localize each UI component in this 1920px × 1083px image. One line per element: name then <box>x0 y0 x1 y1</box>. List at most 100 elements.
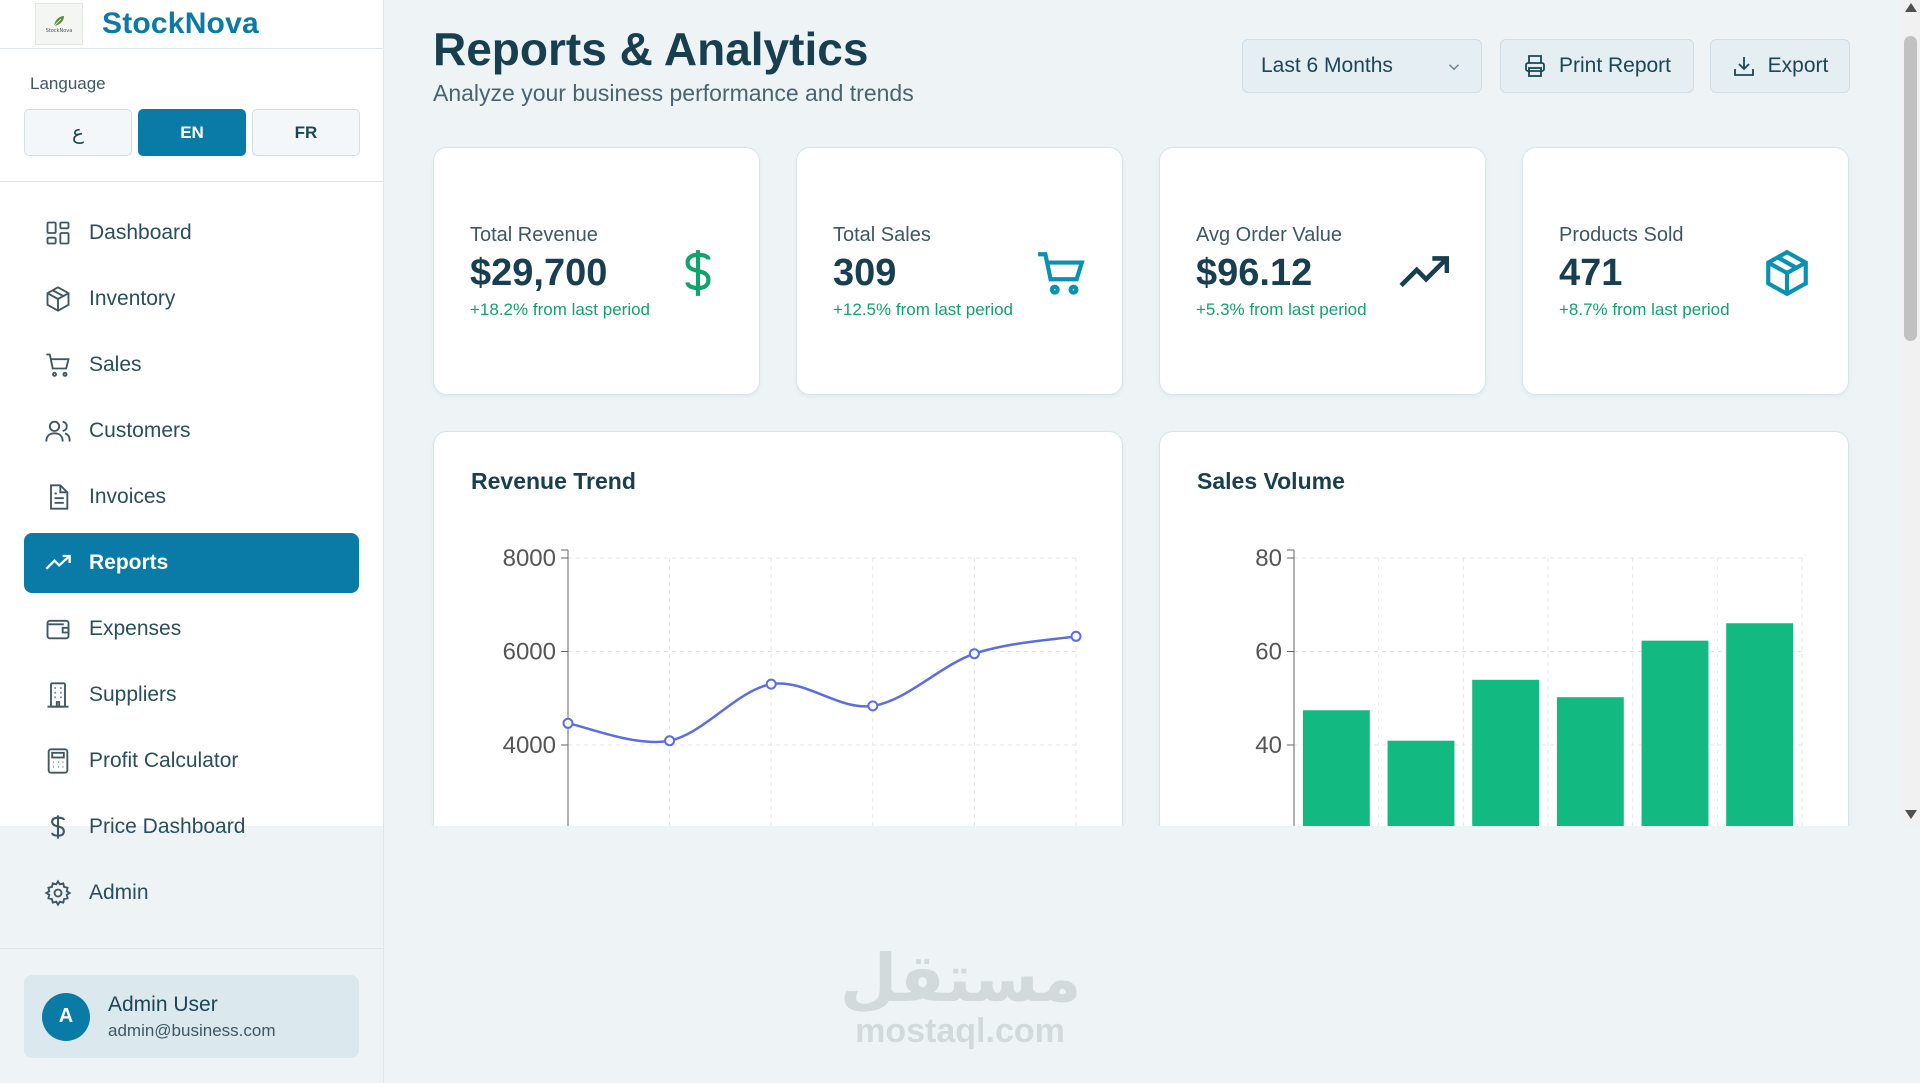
stat-change: +12.5% from last period <box>833 300 1014 319</box>
avatar: A <box>42 992 90 1041</box>
building-icon <box>43 680 73 710</box>
brand-name: StockNova <box>102 7 259 40</box>
sidebar-item-sales[interactable]: Sales <box>24 335 359 395</box>
stat-card-total-sales: Total Sales 309 +12.5% from last period <box>796 147 1123 395</box>
stat-change: +8.7% from last period <box>1559 300 1730 319</box>
data-point <box>664 735 676 747</box>
chevron-down-icon <box>1448 64 1460 71</box>
scrollbar-thumb[interactable] <box>1904 36 1917 341</box>
printer-icon <box>1525 55 1545 77</box>
cart-icon <box>43 350 73 380</box>
sidebar-item-inventory[interactable]: Inventory <box>24 269 359 329</box>
print-report-label: Print Report <box>1558 54 1672 77</box>
sidebar-item-label: Price Dashboard <box>89 815 246 838</box>
dollar-icon <box>685 250 711 296</box>
scroll-up-arrow-icon[interactable] <box>1905 3 1917 12</box>
user-profile-card[interactable]: A Admin User admin@business.com <box>24 975 359 1058</box>
sales-volume-chart: 80 60 40 20 <box>1255 545 1803 827</box>
sidebar-item-profit-calculator[interactable]: Profit Calculator <box>24 731 359 791</box>
series-line <box>567 635 1077 744</box>
sidebar-item-admin[interactable]: Admin <box>24 863 359 923</box>
tick-label: 80 <box>1255 545 1282 572</box>
language-button-arabic[interactable]: ع <box>24 109 132 156</box>
stat-label: Total Revenue <box>470 224 598 246</box>
sidebar-item-label: Inventory <box>89 287 176 310</box>
cart-icon <box>1038 252 1085 295</box>
sidebar-item-dashboard[interactable]: Dashboard <box>24 203 359 263</box>
brand-logo-text: StockNova <box>45 28 73 34</box>
dashboard-icon <box>43 218 73 248</box>
gear-icon <box>43 878 73 908</box>
box-icon <box>43 284 73 314</box>
language-button-french[interactable]: FR <box>252 109 360 156</box>
stat-value: $29,700 <box>470 252 608 294</box>
data-point <box>1070 630 1082 642</box>
stat-label: Products Sold <box>1559 224 1684 246</box>
stat-value: 471 <box>1559 252 1623 294</box>
sidebar-item-invoices[interactable]: Invoices <box>24 467 359 527</box>
box-icon <box>1766 249 1808 297</box>
period-select-value: Last 6 Months <box>1261 54 1393 77</box>
sidebar-item-reports[interactable]: Reports <box>24 533 359 593</box>
sidebar-item-customers[interactable]: Customers <box>24 401 359 461</box>
bar <box>1641 640 1709 826</box>
stat-label: Avg Order Value <box>1196 224 1343 246</box>
trending-up-icon <box>1399 256 1449 288</box>
watermark: مستقل mostaql.com <box>840 946 1081 1051</box>
bar <box>1556 697 1624 826</box>
stat-label: Total Sales <box>833 224 931 246</box>
export-button[interactable]: Export <box>1710 39 1850 93</box>
export-label: Export <box>1767 54 1829 77</box>
download-icon <box>1733 57 1754 76</box>
sidebar-item-label: Sales <box>89 353 142 376</box>
scrollbar[interactable] <box>1901 0 1920 826</box>
stat-card-avg-order-value: Avg Order Value $96.12 +5.3% from last p… <box>1159 147 1486 395</box>
sidebar-item-suppliers[interactable]: Suppliers <box>24 665 359 725</box>
tick-label: 20 <box>1255 826 1282 827</box>
sales-volume-card: Sales Volume 80 60 40 20 <box>1159 431 1849 826</box>
print-report-button[interactable]: Print Report <box>1500 39 1694 93</box>
divider <box>0 948 384 949</box>
main-content: Reports & Analytics Analyze your busines… <box>385 0 1920 826</box>
sidebar: StockNova StockNova Language ع EN FR Das… <box>0 0 384 1083</box>
dollar-icon <box>43 812 73 842</box>
brand-logo[interactable]: StockNova <box>35 3 83 45</box>
revenue-trend-chart: 8000 6000 4000 2000 <box>503 545 1082 827</box>
sidebar-item-label: Admin <box>89 881 149 904</box>
bar <box>1387 740 1455 826</box>
chart-title: Revenue Trend <box>471 468 636 494</box>
bar <box>1726 623 1794 826</box>
language-button-english[interactable]: EN <box>138 109 246 156</box>
data-point <box>968 648 980 660</box>
revenue-trend-card: Revenue Trend 8000 6000 4000 2000 <box>433 431 1123 826</box>
sidebar-panel: StockNova StockNova Language ع EN FR Das… <box>0 0 384 907</box>
calculator-icon <box>43 746 73 776</box>
sidebar-item-label: Customers <box>89 419 191 442</box>
stat-card-total-revenue: Total Revenue $29,700 +18.2% from last p… <box>433 147 760 395</box>
tick-label: 2000 <box>503 826 556 827</box>
data-point <box>765 678 777 690</box>
tick-label: 8000 <box>503 545 556 572</box>
brand-header: StockNova StockNova <box>0 0 384 49</box>
stat-change: +5.3% from last period <box>1196 300 1367 319</box>
scroll-down-arrow-icon[interactable] <box>1905 810 1917 819</box>
period-select[interactable]: Last 6 Months <box>1242 39 1482 93</box>
sidebar-item-label: Expenses <box>89 617 182 640</box>
bar <box>1302 710 1370 826</box>
data-point <box>867 700 879 712</box>
leaf-icon <box>53 16 64 27</box>
page-subtitle: Analyze your business performance and tr… <box>433 80 914 106</box>
sidebar-item-expenses[interactable]: Expenses <box>24 599 359 659</box>
user-info: Admin User admin@business.com <box>108 993 276 1041</box>
sidebar-item-price-dashboard[interactable]: Price Dashboard <box>24 797 359 857</box>
wallet-icon <box>43 614 73 644</box>
tick-label: 40 <box>1255 732 1282 759</box>
tick-label: 4000 <box>503 732 556 759</box>
sidebar-item-label: Profit Calculator <box>89 749 239 772</box>
users-icon <box>43 416 73 446</box>
tick-label: 6000 <box>503 639 556 666</box>
language-label: Language <box>30 74 106 93</box>
chart-title: Sales Volume <box>1197 468 1345 494</box>
sidebar-item-label: Dashboard <box>89 221 192 244</box>
data-point <box>562 717 574 729</box>
